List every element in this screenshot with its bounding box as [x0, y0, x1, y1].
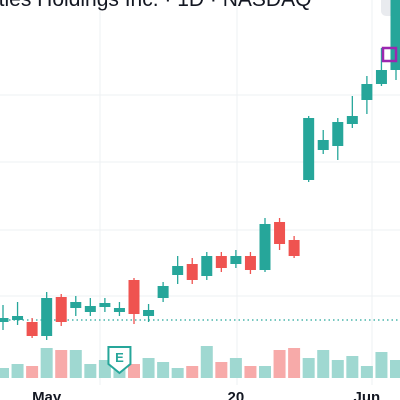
x-tick-label: 20 [228, 389, 245, 400]
candle-body [0, 318, 9, 322]
candle-body [346, 116, 358, 124]
volume-bar [171, 368, 184, 378]
volume-bar [69, 350, 82, 378]
candle-body [99, 303, 111, 307]
volume-bar [229, 358, 242, 378]
candle-body [157, 286, 169, 298]
candle-body [244, 256, 256, 270]
volume-bar [40, 348, 53, 378]
candle-body [303, 118, 315, 180]
volume-bar [244, 366, 257, 378]
volume-bar [215, 362, 228, 378]
candle-body [201, 256, 213, 276]
volume-bar [375, 352, 388, 378]
candle-body [317, 140, 329, 150]
x-tick-label: Jun [354, 389, 381, 400]
volume-bar [186, 366, 199, 378]
candle-body [375, 70, 387, 84]
volume-bar [288, 348, 301, 378]
candle-body [274, 222, 286, 244]
volume-bar [302, 358, 315, 378]
volume-bar [331, 360, 344, 378]
volume-bar [157, 362, 170, 378]
candle-body [143, 310, 155, 316]
candle-body [332, 122, 344, 146]
x-tick-label: May [32, 389, 62, 400]
volume-bar [200, 346, 213, 378]
candle-body [41, 298, 53, 336]
candle-body [172, 266, 184, 275]
volume-bar [390, 360, 400, 378]
volume-bar [317, 350, 330, 378]
volume-bar [0, 368, 9, 378]
purple-marker [381, 46, 398, 63]
candle-body [26, 322, 38, 336]
volume-bar [84, 364, 97, 378]
candle-body [361, 84, 373, 100]
candle-body [259, 224, 271, 270]
candle-body [84, 306, 96, 312]
volume-bar [128, 364, 140, 378]
volume-bar [55, 350, 68, 378]
volume-bar [26, 366, 39, 378]
candle-body [215, 256, 227, 268]
chart-title: ities Holdings Inc. · 1D · NASDAQ [0, 0, 311, 11]
volume-bar [11, 364, 24, 378]
earnings-marker-shape [107, 346, 132, 375]
volume-bar [142, 358, 155, 378]
candle-body [230, 256, 242, 264]
candle-body [12, 316, 24, 320]
candle-body [70, 302, 82, 308]
candle-body [186, 264, 198, 280]
candle-body [55, 297, 67, 322]
candle-body [390, 0, 400, 70]
volume-bar [346, 356, 359, 378]
grid [0, 0, 400, 385]
volume-bar [360, 366, 373, 378]
volume-bar [273, 350, 286, 378]
volume-bar [259, 366, 271, 378]
candle-body [113, 308, 125, 312]
candle-body [288, 240, 300, 256]
candle-body [128, 280, 140, 314]
earnings-marker: E [115, 350, 124, 365]
